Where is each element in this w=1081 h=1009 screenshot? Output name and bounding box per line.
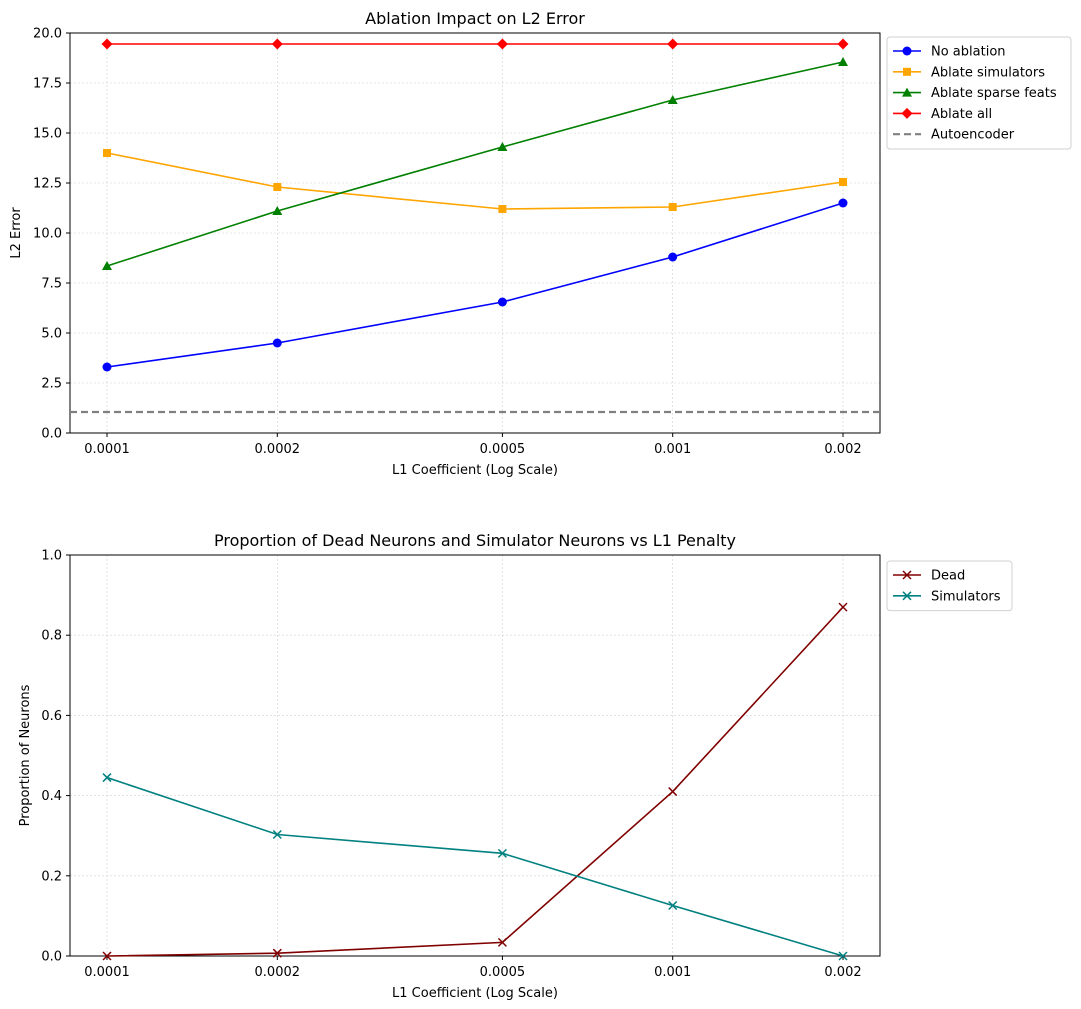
data-point-ablate-all bbox=[667, 38, 679, 50]
y-tick-label: 0.6 bbox=[41, 709, 62, 724]
series-line-no-ablation bbox=[106, 202, 844, 368]
data-point-ablate-sparse-feats bbox=[838, 57, 848, 66]
x-tick-label: 0.001 bbox=[654, 442, 691, 457]
legend: No ablation Ablate simulators Ablate spars… bbox=[886, 36, 1072, 150]
data-point-ablate-simulators bbox=[498, 205, 507, 213]
data-point-no-ablation bbox=[272, 338, 282, 348]
series-line-ablate-simulators bbox=[106, 152, 844, 210]
legend-box bbox=[886, 36, 1072, 150]
data-point-dead bbox=[102, 951, 112, 961]
data-point-ablate-simulators bbox=[668, 203, 677, 211]
data-point-no-ablation bbox=[838, 198, 848, 208]
legend-marker-no-ablation bbox=[902, 46, 912, 56]
series-no-ablation bbox=[102, 198, 848, 372]
legend-marker-dead bbox=[902, 570, 912, 580]
y-tick-label: 17.5 bbox=[33, 77, 62, 92]
data-point-simulators bbox=[668, 900, 678, 911]
y-tick-label: 7.5 bbox=[41, 277, 62, 292]
x-tick-label: 0.002 bbox=[824, 965, 861, 980]
x-tick-label: 0.0005 bbox=[480, 965, 526, 980]
data-point-dead bbox=[838, 602, 848, 612]
y-tick-label: 5.0 bbox=[41, 327, 62, 342]
data-point-dead bbox=[668, 787, 678, 797]
legend-marker-simulators bbox=[902, 591, 912, 601]
data-point-simulators bbox=[272, 829, 282, 840]
series-line-dead bbox=[106, 606, 844, 957]
legend-label-ablate-all: Ablate all bbox=[931, 107, 992, 122]
data-point-simulators bbox=[838, 951, 848, 961]
x-tick-label: 0.0001 bbox=[84, 442, 130, 457]
y-tick-label: 10.0 bbox=[33, 227, 62, 242]
x-tick-label: 0.001 bbox=[654, 965, 691, 980]
legend-label-dead: Dead bbox=[931, 569, 965, 584]
legend-label-ablate-sparse-feats: Ablate sparse feats bbox=[931, 86, 1057, 101]
legend-marker-ablate-sparse-feats bbox=[902, 87, 912, 97]
legend: Dead Simulators bbox=[886, 560, 1013, 612]
y-tick-label: 0.0 bbox=[41, 950, 62, 965]
data-point-ablate-all bbox=[271, 38, 283, 50]
x-axis-label: L1 Coefficient (Log Scale) bbox=[392, 463, 558, 478]
data-point-dead bbox=[497, 937, 507, 947]
y-tick-label: 20.0 bbox=[33, 27, 62, 42]
legend-marker-ablate-simulators bbox=[903, 67, 911, 76]
chart-title: Ablation Impact on L2 Error bbox=[365, 9, 585, 28]
legend-marker-ablate-all bbox=[901, 107, 913, 119]
y-tick-label: 2.5 bbox=[41, 377, 62, 392]
legend-label-simulators: Simulators bbox=[931, 589, 1001, 604]
data-point-simulators bbox=[102, 773, 112, 783]
data-point-no-ablation bbox=[102, 362, 112, 372]
y-tick-label: 0.4 bbox=[41, 789, 62, 804]
x-tick-label: 0.0001 bbox=[84, 965, 130, 980]
legend-label-ablate-simulators: Ablate simulators bbox=[931, 65, 1045, 80]
y-axis-label: L2 Error bbox=[9, 207, 24, 259]
plot-frame bbox=[69, 554, 881, 957]
series-ablate-simulators bbox=[103, 149, 847, 213]
data-point-ablate-sparse-feats bbox=[102, 261, 112, 270]
data-point-ablate-all bbox=[496, 38, 508, 50]
legend-label-no-ablation: No ablation bbox=[931, 45, 1006, 60]
x-tick-label: 0.0002 bbox=[255, 965, 301, 980]
data-point-simulators bbox=[497, 848, 507, 858]
data-point-no-ablation bbox=[668, 252, 678, 262]
data-point-no-ablation bbox=[497, 297, 507, 307]
data-point-ablate-all bbox=[101, 38, 113, 50]
y-tick-label: 15.0 bbox=[33, 127, 62, 142]
series-dead bbox=[102, 602, 848, 961]
y-axis-label: Proportion of Neurons bbox=[18, 684, 33, 826]
x-tick-label: 0.002 bbox=[824, 442, 861, 457]
x-tick-label: 0.0002 bbox=[255, 442, 301, 457]
x-tick-label: 0.0005 bbox=[480, 442, 526, 457]
series-line-simulators bbox=[106, 776, 844, 957]
data-point-ablate-simulators bbox=[839, 178, 847, 186]
data-point-ablate-simulators bbox=[103, 149, 111, 157]
y-tick-label: 12.5 bbox=[33, 177, 62, 192]
data-point-ablate-simulators bbox=[273, 183, 282, 191]
chart-1: 0.0001 0.0002 0.0005 0.001 0.002 0.0 2.5 5.0 7.5… bbox=[9, 9, 1072, 478]
data-point-ablate-sparse-feats bbox=[667, 95, 678, 104]
data-point-ablate-sparse-feats bbox=[497, 142, 508, 151]
data-point-ablate-sparse-feats bbox=[272, 206, 283, 215]
series-line-ablate-sparse-feats bbox=[106, 61, 844, 267]
y-tick-label: 0.2 bbox=[41, 869, 62, 884]
legend-label-autoencoder: Autoencoder bbox=[931, 128, 1015, 143]
y-tick-label: 0.8 bbox=[41, 629, 62, 644]
chart-title: Proportion of Dead Neurons and Simulator… bbox=[214, 531, 736, 550]
series-simulators bbox=[102, 773, 848, 961]
data-point-ablate-all bbox=[837, 38, 849, 50]
y-tick-label: 0.0 bbox=[41, 427, 62, 442]
series-ablate-sparse-feats bbox=[102, 57, 848, 270]
series-ablate-all bbox=[101, 38, 849, 50]
legend-box bbox=[886, 560, 1013, 612]
y-tick-label: 1.0 bbox=[41, 549, 62, 564]
data-point-dead bbox=[272, 948, 282, 958]
chart-2: 0.0001 0.0002 0.0005 0.001 0.002 0.0 0.2 0.4 0.6… bbox=[18, 531, 1013, 1001]
x-axis-label: L1 Coefficient (Log Scale) bbox=[392, 986, 558, 1001]
